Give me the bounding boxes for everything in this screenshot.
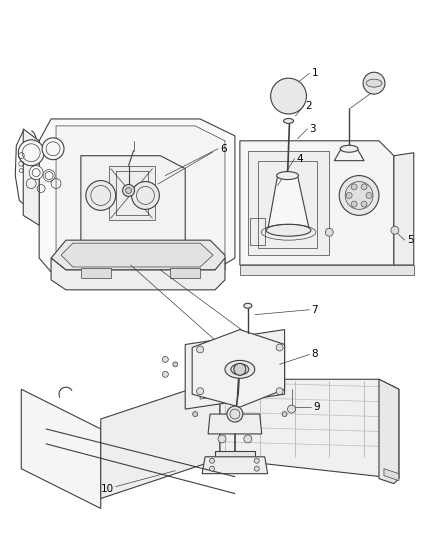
Text: 7: 7 (311, 305, 318, 314)
Circle shape (193, 411, 198, 417)
Polygon shape (23, 129, 39, 225)
Circle shape (173, 362, 178, 367)
Polygon shape (61, 243, 213, 267)
Circle shape (42, 138, 64, 160)
Text: 2: 2 (305, 101, 312, 111)
Circle shape (351, 201, 357, 207)
Polygon shape (109, 166, 155, 220)
Circle shape (351, 184, 357, 190)
Circle shape (218, 435, 226, 443)
Polygon shape (394, 153, 414, 265)
Polygon shape (185, 329, 285, 409)
Polygon shape (202, 457, 268, 474)
Circle shape (276, 387, 283, 394)
Polygon shape (215, 451, 255, 459)
Circle shape (209, 466, 215, 471)
Circle shape (162, 357, 168, 362)
Polygon shape (250, 219, 265, 245)
Polygon shape (51, 240, 225, 270)
Circle shape (162, 372, 168, 377)
Polygon shape (220, 379, 399, 479)
Polygon shape (51, 258, 225, 290)
Ellipse shape (225, 360, 255, 378)
Circle shape (227, 406, 243, 422)
Text: 10: 10 (101, 483, 114, 494)
Circle shape (18, 140, 44, 166)
Polygon shape (200, 340, 270, 399)
Circle shape (271, 78, 307, 114)
Polygon shape (384, 469, 399, 481)
Polygon shape (81, 156, 185, 245)
Circle shape (123, 184, 134, 197)
Circle shape (254, 458, 259, 463)
Polygon shape (240, 265, 414, 275)
Polygon shape (39, 119, 235, 272)
Text: 5: 5 (407, 235, 413, 245)
Text: 4: 4 (297, 154, 303, 164)
Ellipse shape (366, 79, 382, 87)
Circle shape (276, 344, 283, 351)
Circle shape (366, 192, 372, 198)
Text: 6: 6 (220, 144, 226, 154)
Circle shape (325, 228, 333, 236)
Polygon shape (248, 151, 329, 255)
Ellipse shape (363, 72, 385, 94)
Circle shape (234, 364, 246, 375)
Polygon shape (192, 329, 285, 407)
Ellipse shape (283, 118, 293, 124)
Ellipse shape (266, 224, 311, 236)
Polygon shape (101, 379, 220, 498)
Polygon shape (334, 149, 364, 160)
Ellipse shape (277, 172, 298, 180)
Circle shape (43, 169, 55, 182)
Polygon shape (21, 389, 101, 508)
Polygon shape (208, 414, 262, 434)
Circle shape (86, 181, 116, 211)
Text: 3: 3 (309, 124, 316, 134)
Ellipse shape (244, 303, 252, 308)
Circle shape (254, 466, 259, 471)
Circle shape (391, 226, 399, 234)
Ellipse shape (231, 364, 249, 375)
Circle shape (209, 458, 215, 463)
Polygon shape (268, 175, 309, 230)
Polygon shape (379, 379, 399, 483)
Polygon shape (81, 268, 111, 278)
Circle shape (197, 387, 204, 394)
Circle shape (131, 182, 159, 209)
Circle shape (361, 184, 367, 190)
Circle shape (230, 409, 240, 419)
Circle shape (126, 188, 131, 193)
Circle shape (361, 201, 367, 207)
Ellipse shape (340, 146, 358, 152)
Circle shape (197, 346, 204, 353)
Text: 9: 9 (314, 402, 320, 412)
Circle shape (29, 166, 43, 180)
Circle shape (288, 405, 296, 413)
Circle shape (345, 182, 373, 209)
Circle shape (346, 192, 352, 198)
Polygon shape (56, 126, 225, 255)
Text: 1: 1 (311, 68, 318, 78)
Polygon shape (240, 141, 394, 265)
Polygon shape (170, 268, 200, 278)
Circle shape (244, 435, 252, 443)
Circle shape (282, 411, 287, 417)
Text: 8: 8 (311, 350, 318, 359)
Circle shape (339, 175, 379, 215)
